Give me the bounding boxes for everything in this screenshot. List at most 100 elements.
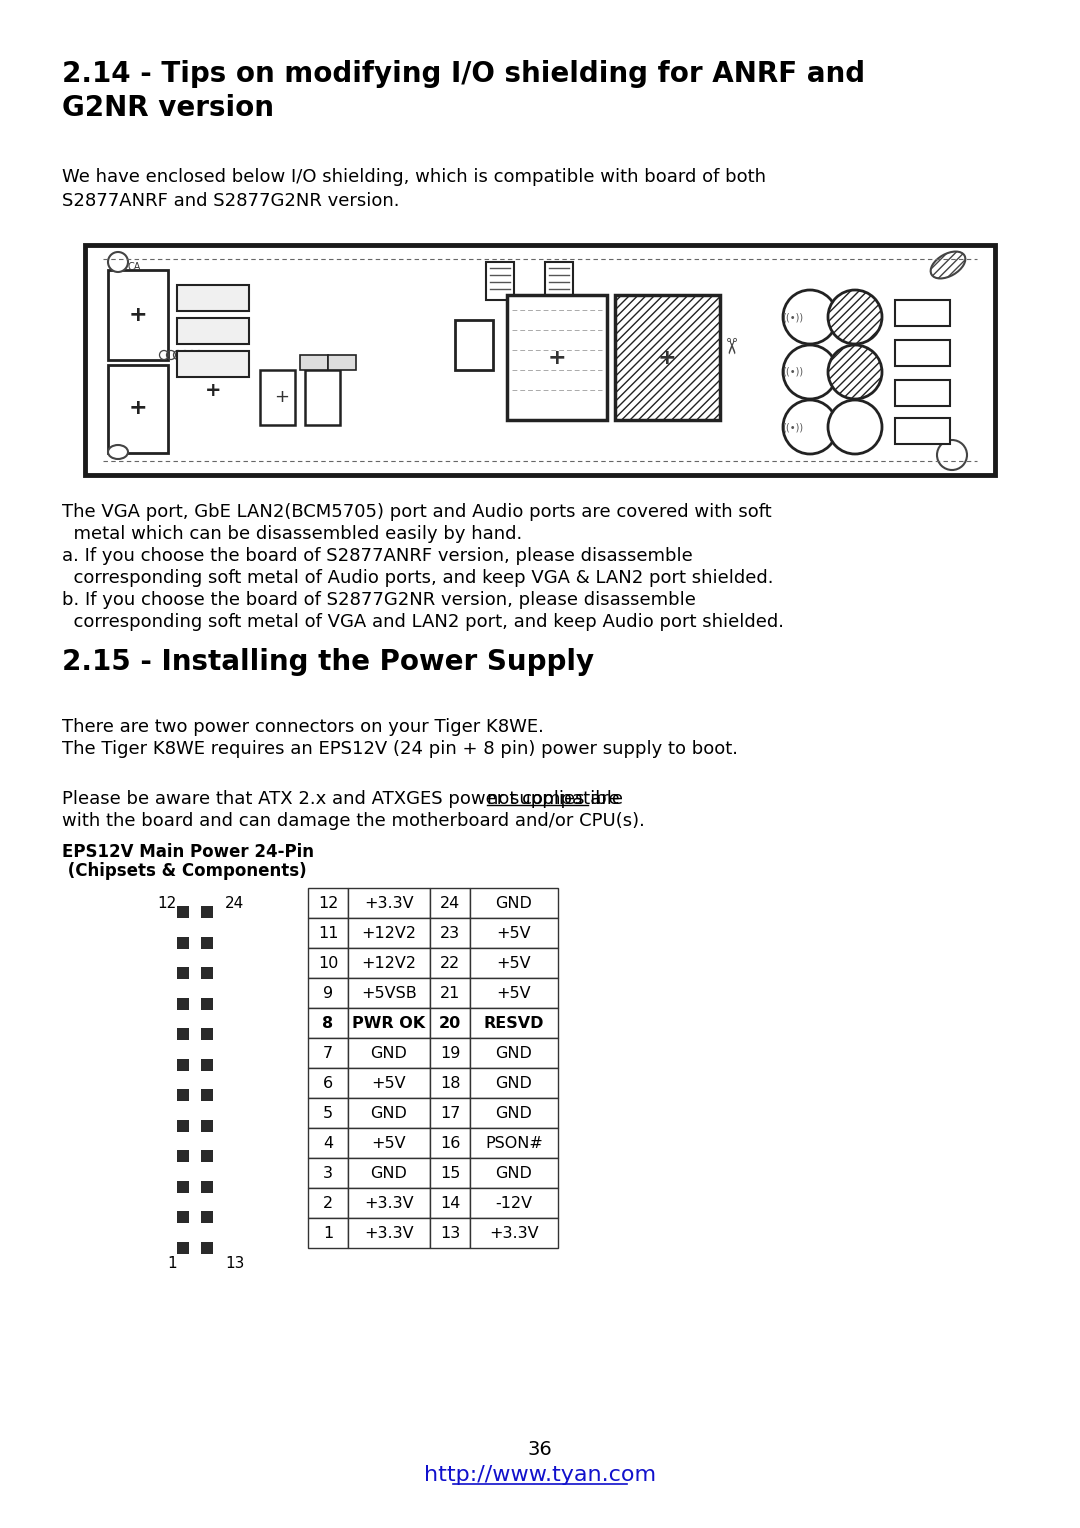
Bar bbox=[201, 1120, 213, 1132]
Text: 19: 19 bbox=[440, 1045, 460, 1060]
Text: GND: GND bbox=[496, 1166, 532, 1181]
Text: +5V: +5V bbox=[497, 926, 531, 941]
Bar bbox=[201, 937, 213, 949]
Text: +12V2: +12V2 bbox=[362, 926, 417, 941]
Bar bbox=[430, 1187, 470, 1218]
Bar bbox=[308, 918, 348, 947]
Bar bbox=[177, 1212, 189, 1222]
Bar bbox=[177, 1028, 189, 1041]
Bar bbox=[308, 888, 348, 918]
Bar bbox=[430, 1218, 470, 1248]
Text: with the board and can damage the motherboard and/or CPU(s).: with the board and can damage the mother… bbox=[62, 811, 645, 830]
Text: GND: GND bbox=[370, 1045, 407, 1060]
Bar bbox=[348, 1128, 430, 1158]
Bar bbox=[348, 1158, 430, 1187]
Text: 1: 1 bbox=[323, 1225, 333, 1241]
Text: +: + bbox=[548, 348, 566, 368]
Circle shape bbox=[828, 400, 882, 454]
Bar bbox=[430, 888, 470, 918]
Bar bbox=[470, 1068, 558, 1099]
Text: +: + bbox=[205, 380, 221, 399]
Bar bbox=[201, 1059, 213, 1071]
Bar bbox=[177, 351, 249, 377]
Bar bbox=[470, 978, 558, 1008]
Bar bbox=[470, 1218, 558, 1248]
Text: corresponding soft metal of VGA and LAN2 port, and keep Audio port shielded.: corresponding soft metal of VGA and LAN2… bbox=[62, 613, 784, 631]
Text: 6: 6 bbox=[323, 1076, 333, 1091]
Circle shape bbox=[828, 290, 882, 344]
Bar bbox=[348, 1068, 430, 1099]
Text: +: + bbox=[129, 397, 147, 419]
Bar bbox=[470, 947, 558, 978]
Text: (Chipsets & Components): (Chipsets & Components) bbox=[62, 862, 307, 880]
Bar bbox=[430, 1158, 470, 1187]
Bar bbox=[260, 370, 295, 425]
Text: 16: 16 bbox=[440, 1135, 460, 1151]
Text: 3: 3 bbox=[323, 1166, 333, 1181]
Bar bbox=[308, 978, 348, 1008]
Text: b. If you choose the board of S2877G2NR version, please disassemble: b. If you choose the board of S2877G2NR … bbox=[62, 591, 696, 610]
Text: RESVD: RESVD bbox=[484, 1016, 544, 1030]
Bar bbox=[308, 1038, 348, 1068]
Bar bbox=[430, 1128, 470, 1158]
Text: +5V: +5V bbox=[497, 986, 531, 1001]
Bar bbox=[615, 295, 720, 420]
Text: +5V: +5V bbox=[372, 1076, 406, 1091]
Bar bbox=[177, 286, 249, 312]
Bar bbox=[305, 370, 340, 425]
Circle shape bbox=[828, 345, 882, 399]
Bar bbox=[470, 1128, 558, 1158]
Bar bbox=[348, 918, 430, 947]
Text: CA: CA bbox=[129, 261, 141, 272]
Text: 21: 21 bbox=[440, 986, 460, 1001]
Bar bbox=[177, 1089, 189, 1102]
Ellipse shape bbox=[108, 445, 129, 458]
Text: 13: 13 bbox=[440, 1225, 460, 1241]
Text: +: + bbox=[274, 388, 289, 406]
Circle shape bbox=[783, 400, 837, 454]
Bar bbox=[895, 299, 950, 325]
Text: 14: 14 bbox=[440, 1195, 460, 1210]
Bar bbox=[430, 1068, 470, 1099]
Bar bbox=[108, 270, 168, 361]
Text: corresponding soft metal of Audio ports, and keep VGA & LAN2 port shielded.: corresponding soft metal of Audio ports,… bbox=[62, 568, 773, 587]
Bar bbox=[177, 937, 189, 949]
Text: 11: 11 bbox=[318, 926, 338, 941]
Circle shape bbox=[108, 252, 129, 272]
Bar bbox=[348, 1099, 430, 1128]
Text: 12: 12 bbox=[158, 895, 177, 911]
Circle shape bbox=[783, 345, 837, 399]
Text: +3.3V: +3.3V bbox=[364, 895, 414, 911]
Text: +5V: +5V bbox=[497, 955, 531, 970]
Text: a. If you choose the board of S2877ANRF version, please disassemble: a. If you choose the board of S2877ANRF … bbox=[62, 547, 692, 565]
Bar bbox=[85, 244, 995, 475]
Bar bbox=[308, 1099, 348, 1128]
Text: +12V2: +12V2 bbox=[362, 955, 417, 970]
Circle shape bbox=[783, 290, 837, 344]
Bar bbox=[328, 354, 356, 370]
Bar bbox=[470, 918, 558, 947]
Bar bbox=[486, 261, 514, 299]
Bar bbox=[177, 1120, 189, 1132]
Text: We have enclosed below I/O shielding, which is compatible with board of both
S28: We have enclosed below I/O shielding, wh… bbox=[62, 168, 766, 209]
Bar bbox=[895, 380, 950, 406]
Bar bbox=[507, 295, 607, 420]
Bar bbox=[455, 319, 492, 370]
Bar bbox=[348, 1187, 430, 1218]
Bar bbox=[348, 1218, 430, 1248]
Text: +: + bbox=[129, 306, 147, 325]
Bar bbox=[201, 1028, 213, 1041]
Bar bbox=[470, 1038, 558, 1068]
Circle shape bbox=[937, 440, 967, 471]
Text: GND: GND bbox=[496, 1105, 532, 1120]
Text: 23: 23 bbox=[440, 926, 460, 941]
Text: 1: 1 bbox=[167, 1256, 177, 1270]
Bar bbox=[308, 947, 348, 978]
Ellipse shape bbox=[931, 252, 966, 278]
Bar bbox=[177, 967, 189, 979]
Text: +: + bbox=[658, 348, 676, 368]
Bar bbox=[348, 947, 430, 978]
Text: 12: 12 bbox=[318, 895, 338, 911]
Bar bbox=[470, 1187, 558, 1218]
Text: 36: 36 bbox=[528, 1439, 552, 1459]
